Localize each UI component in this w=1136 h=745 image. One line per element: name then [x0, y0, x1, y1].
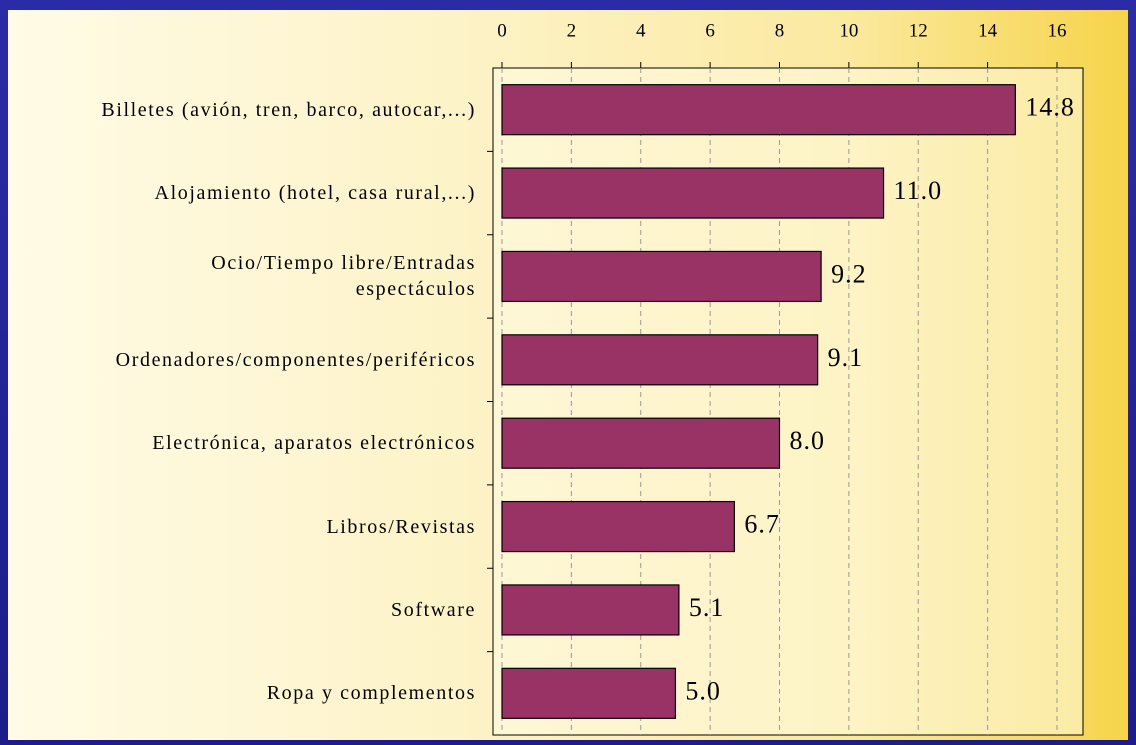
value-label: 9.1: [828, 343, 864, 372]
category-label: Libros/Revistas: [326, 515, 476, 538]
bar: [501, 667, 677, 719]
bar: [501, 334, 819, 386]
category-label: Alojamiento (hotel, casa rural,...): [154, 182, 476, 205]
category-label: Billetes (avión, tren, barco, autocar,..…: [101, 98, 476, 121]
x-tick-label: 14: [978, 20, 998, 41]
category-label: Ordenadores/componentes/periféricos: [115, 348, 476, 371]
category-label: Software: [391, 598, 476, 621]
value-label: 11.0: [894, 176, 943, 205]
bar: [501, 584, 680, 636]
bar: [501, 500, 735, 553]
category-label: Ocio/Tiempo libre/Entradas espectáculos: [211, 252, 476, 301]
value-label: 9.2: [831, 259, 867, 288]
category-label: Ropa y complementos: [266, 682, 476, 705]
value-label: 6.7: [744, 510, 780, 539]
bar: [501, 417, 781, 469]
x-tick-label: 12: [909, 20, 928, 41]
category-label: Electrónica, aparatos electrónicos: [152, 432, 476, 455]
x-tick-label: 8: [775, 20, 785, 41]
x-tick-label: 6: [705, 20, 715, 41]
x-tick-label: 10: [839, 20, 858, 41]
x-tick-label: 4: [636, 20, 646, 41]
x-tick-label: 2: [567, 20, 577, 41]
value-label: 14.8: [1025, 93, 1075, 122]
bar: [501, 167, 885, 219]
value-label: 5.1: [689, 593, 725, 622]
x-tick-label: 16: [1047, 20, 1066, 41]
value-label: 5.0: [685, 676, 721, 705]
value-label: 8.0: [789, 426, 825, 455]
bar: [501, 250, 822, 303]
bar: [501, 84, 1016, 136]
x-tick-label: 0: [497, 20, 507, 41]
